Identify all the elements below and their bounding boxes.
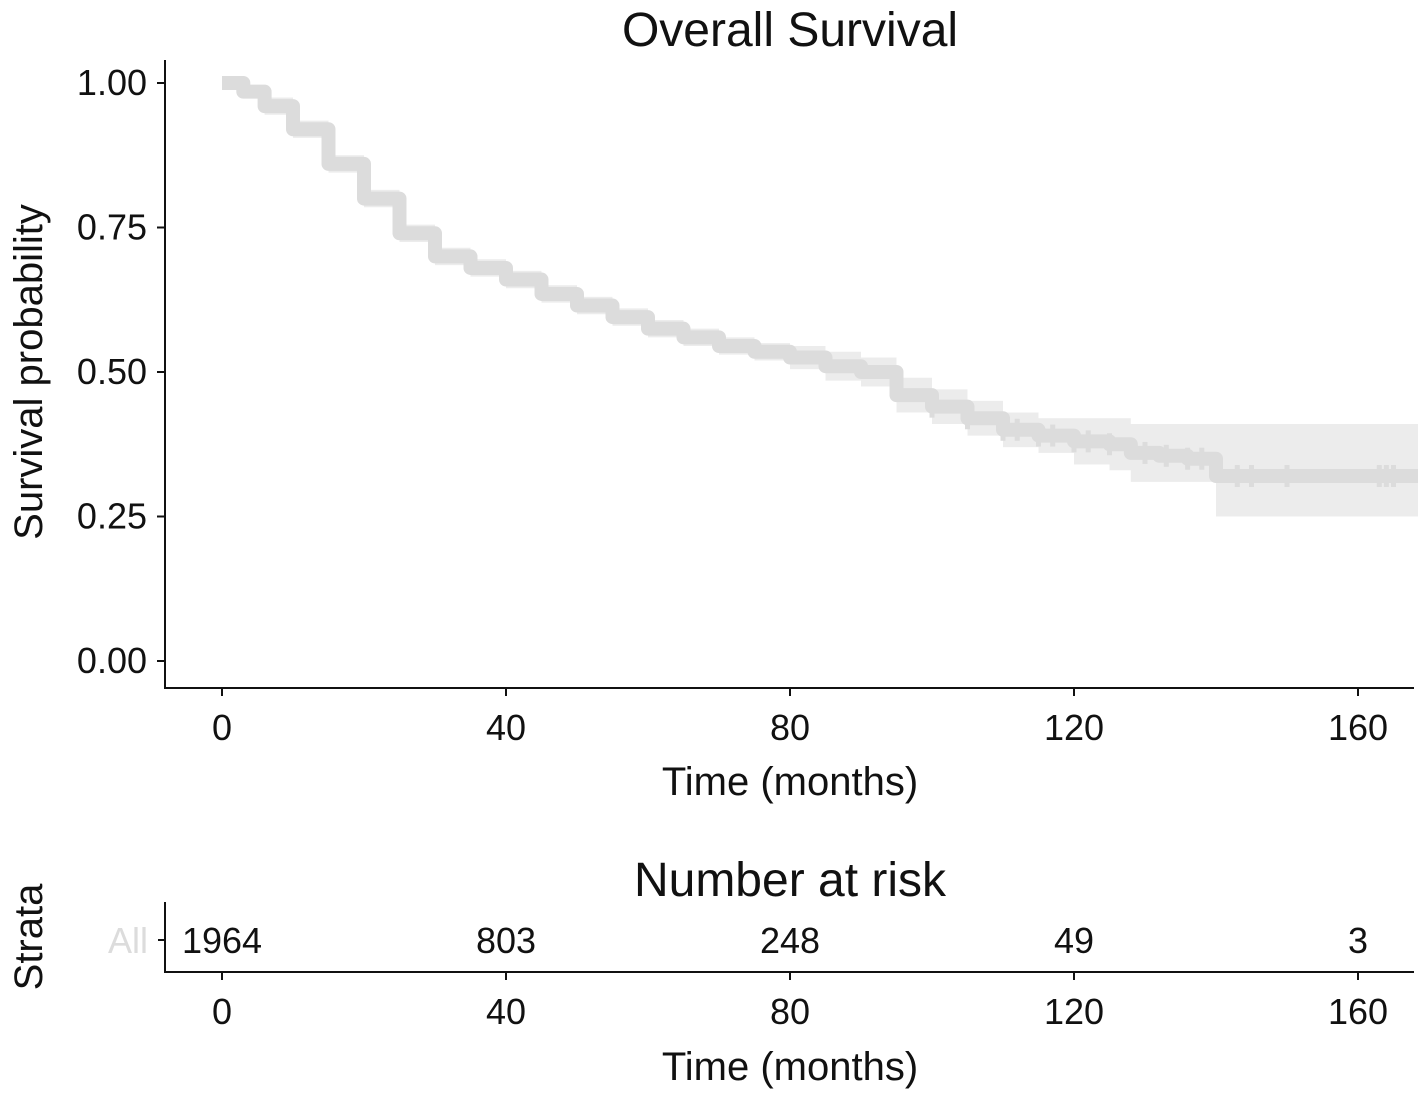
confidence-band [222, 83, 1418, 517]
risk-x-tick-label: 0 [212, 991, 232, 1032]
risk-x-ticks: 0 40 80 120 160 [212, 972, 1388, 1032]
survival-curve [222, 76, 1418, 484]
x-tick-label: 160 [1328, 707, 1388, 748]
y-tick-label: 0.50 [77, 351, 147, 392]
x-axis-label: Time (months) [662, 760, 918, 804]
risk-value: 3 [1348, 920, 1368, 961]
risk-values: 1964 803 248 49 3 [182, 920, 1368, 961]
survival-step-line [222, 76, 1418, 484]
y-ticks: 0.00 0.25 0.50 0.75 1.00 [77, 62, 165, 681]
censor-marks [929, 395, 1396, 488]
ci-band [222, 83, 1418, 517]
chart-title: Overall Survival [622, 4, 958, 57]
risk-y-axis-label: Strata [7, 883, 51, 990]
risk-x-tick-label: 40 [486, 991, 526, 1032]
y-tick-label: 0.00 [77, 640, 147, 681]
risk-value: 1964 [182, 920, 262, 961]
risk-value: 248 [760, 920, 820, 961]
x-tick-label: 0 [212, 707, 232, 748]
x-ticks: 0 40 80 120 160 [212, 688, 1388, 748]
y-tick-label: 1.00 [77, 62, 147, 103]
risk-value: 803 [476, 920, 536, 961]
risk-x-tick-label: 160 [1328, 991, 1388, 1032]
risk-row-label: All [108, 920, 148, 961]
risk-table-title: Number at risk [634, 854, 947, 907]
x-tick-label: 40 [486, 707, 526, 748]
y-tick-label: 0.25 [77, 496, 147, 537]
y-axis-label: Survival probability [7, 204, 51, 540]
risk-x-tick-label: 80 [770, 991, 810, 1032]
risk-x-tick-label: 120 [1044, 991, 1104, 1032]
risk-x-axis-label: Time (months) [662, 1045, 918, 1089]
risk-value: 49 [1054, 920, 1094, 961]
x-tick-label: 120 [1044, 707, 1104, 748]
y-tick-label: 0.75 [77, 207, 147, 248]
x-tick-label: 80 [770, 707, 810, 748]
